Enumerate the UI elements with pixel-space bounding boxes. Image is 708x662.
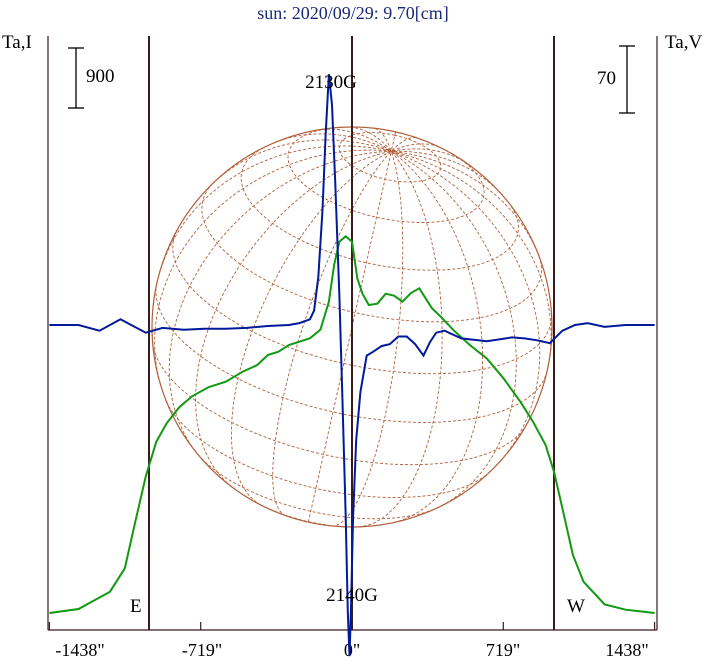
west-limb-label: W (567, 596, 585, 617)
disk-grid-longitude (168, 150, 392, 455)
chart-title: sun: 2020/09/29: 9.70[cm] (257, 3, 449, 23)
polarization-scale-value: 70 (597, 68, 616, 89)
disk-grid-longitude (391, 150, 517, 509)
disk-grid-longitude (391, 150, 552, 371)
x-axis-ticks (48, 622, 656, 630)
intensity-series-line (49, 234, 655, 614)
x-tick-label: 0" (344, 640, 360, 660)
disk-grid-longitude (391, 150, 484, 524)
disk-grid-longitude (358, 151, 443, 528)
right-axis-label: Ta,V (665, 32, 702, 53)
x-tick-label: -719" (182, 640, 222, 660)
intensity-scale-bar (68, 47, 84, 109)
disk-grid-longitude (156, 145, 392, 284)
disk-grid-latitude (197, 454, 438, 520)
left-axis-label: Ta,I (2, 32, 32, 53)
disk-grid-longitude (307, 151, 392, 523)
disk-grid-longitude (212, 139, 392, 184)
disk-grid-longitude (331, 151, 404, 527)
disk-grid-latitude (201, 183, 542, 323)
disk-grid-latitude (240, 147, 519, 271)
disk-grid-longitude (272, 150, 392, 517)
disk-grid-latitude (166, 401, 489, 498)
disk-grid-longitude (391, 150, 540, 257)
disk-grid-longitude (374, 128, 392, 152)
disk-grid-latitude (152, 343, 526, 466)
x-tick-label: -1438" (55, 640, 104, 660)
disk-grid-latitude (287, 127, 485, 223)
disk-grid-latitude (172, 230, 553, 375)
disk-grid-latitude (338, 132, 442, 183)
intensity-scale-value: 900 (86, 66, 115, 87)
disk-grid-longitude (350, 126, 392, 152)
x-tick-label: 719" (486, 640, 520, 660)
disk-grid-longitude (391, 143, 439, 152)
polarization-scale-bar (619, 45, 635, 114)
dip-annotation: 2140G (326, 585, 378, 606)
disk-grid-longitude (317, 128, 392, 152)
disk-grid-longitude (391, 148, 468, 165)
x-tick-label: 1438" (605, 640, 648, 660)
disk-grid-longitude (195, 150, 392, 487)
disk-grid-longitude (390, 137, 416, 152)
disk-grid-longitude (391, 150, 541, 465)
peak-annotation: 2130G (305, 72, 357, 93)
disk-grid-latitude (155, 283, 548, 423)
disk-grid-longitude (230, 150, 392, 506)
disk-grid-longitude (390, 131, 397, 152)
polarization-series-line (49, 74, 655, 657)
east-limb-label: E (130, 596, 142, 617)
